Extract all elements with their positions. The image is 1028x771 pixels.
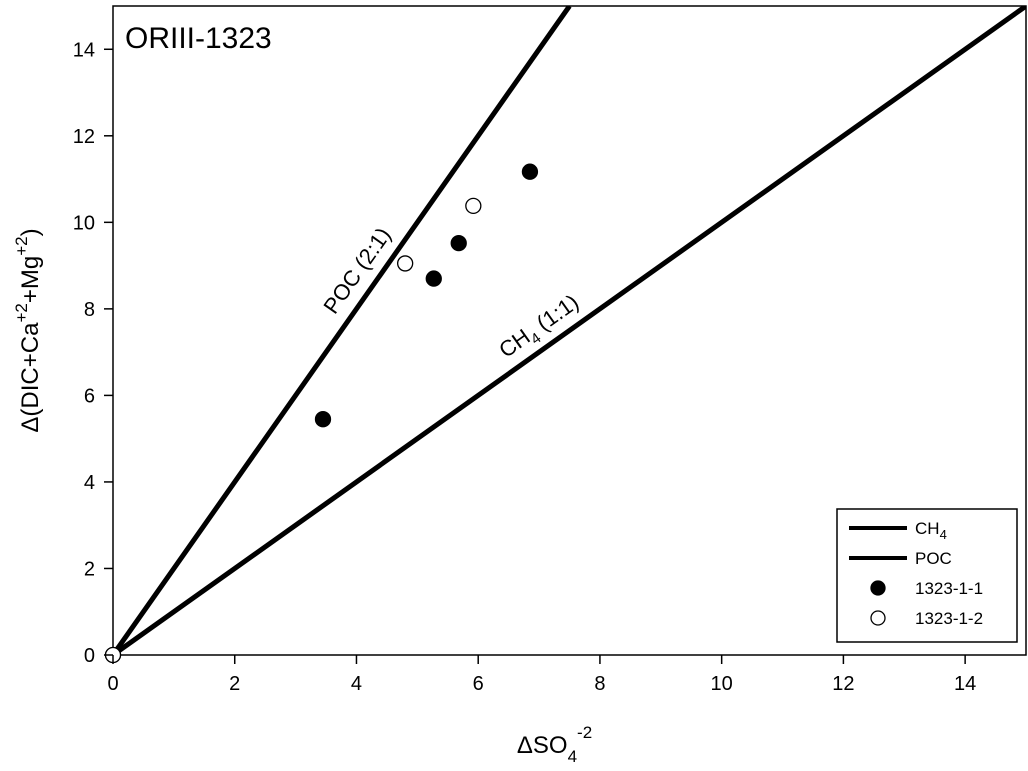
legend-label-1323-1-1: 1323-1-1 [915,579,983,598]
line-poc [113,6,572,655]
y-tick-label: 12 [73,126,95,148]
legend: CH4 POC 1323-1-1 1323-1-2 [836,508,1018,643]
point-1323-1-2 [397,255,414,272]
y-tick-label: 4 [84,472,95,494]
legend-swatch-1323-1-1 [870,580,886,596]
y-axis-title: Δ(DIC+Ca+2+Mg+2) [12,228,44,432]
x-tick-label: 8 [594,673,605,695]
axes: 0 2 4 6 8 10 12 14 0 2 4 6 8 10 12 14 ΔSO4-2 Δ(DIC+Ca+2+M… [12,39,976,766]
reference-lines [113,6,1026,655]
x-tick-label: 14 [954,673,976,695]
point-1323-1-1 [521,163,539,180]
point-1323-1-1 [314,411,332,428]
x-tick-label: 12 [832,673,854,695]
x-tick-label: 2 [229,673,240,695]
point-1323-1-1 [425,270,442,287]
x-axis-title: ΔSO4-2 [517,723,592,766]
y-tick-label: 0 [84,645,95,667]
x-tick-label: 4 [351,673,362,695]
y-tick-label: 14 [73,39,95,61]
y-tick-label: 10 [73,212,95,234]
x-tick-label: 6 [473,673,484,695]
chart-title: ORIII-1323 [125,22,272,55]
x-tick-label: 0 [107,673,118,695]
x-tick-label: 10 [711,673,733,695]
legend-label-1323-1-2: 1323-1-2 [915,609,983,628]
y-tick-label: 6 [84,385,95,407]
legend-swatch-1323-1-2 [870,610,886,626]
legend-label-CH4: CH4 [915,519,947,542]
y-tick-label: 8 [84,299,95,321]
legend-box [836,508,1018,643]
point-1323-1-2 [465,197,482,215]
point-1323-1-1 [450,234,467,252]
line-ch4 [113,6,1026,655]
y-tick-label: 2 [84,558,95,580]
legend-label-POC: POC [915,549,952,568]
data-points [104,163,539,664]
